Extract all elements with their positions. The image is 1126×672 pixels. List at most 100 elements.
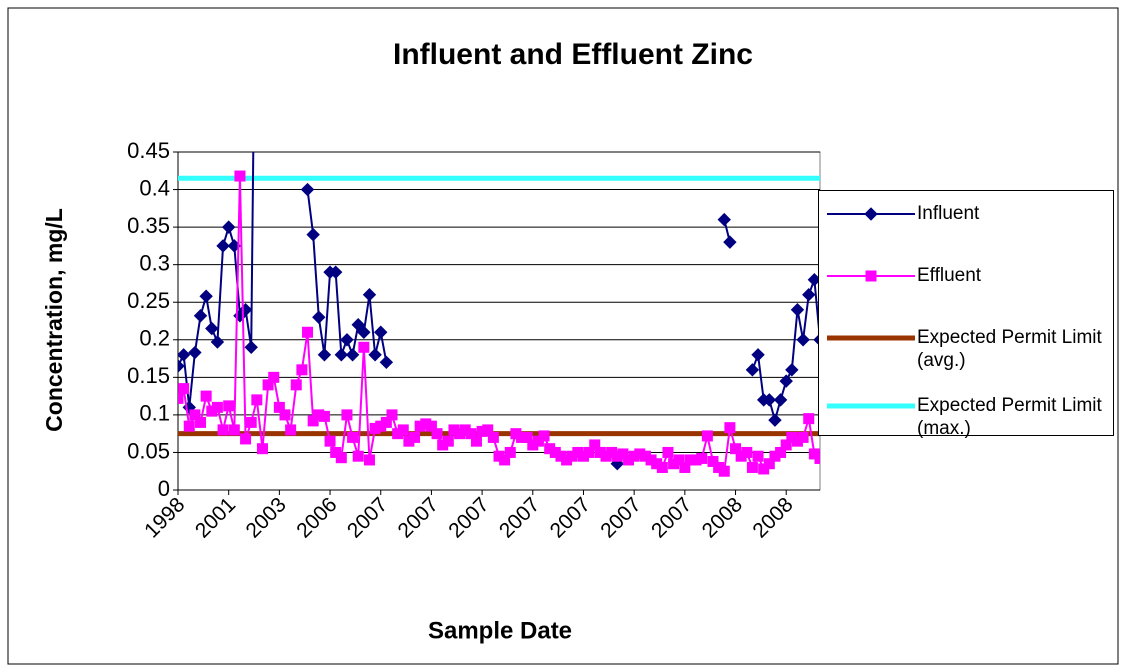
data-point bbox=[773, 393, 788, 407]
data-point bbox=[425, 420, 437, 432]
data-point bbox=[741, 446, 753, 458]
data-point bbox=[300, 182, 315, 197]
chart-title: Influent and Effluent Zinc bbox=[393, 38, 753, 71]
data-point bbox=[183, 420, 195, 432]
data-point bbox=[796, 333, 810, 347]
data-point bbox=[358, 341, 370, 353]
data-point bbox=[340, 333, 354, 347]
data-point bbox=[701, 430, 713, 442]
data-point bbox=[656, 461, 668, 473]
data-point bbox=[386, 409, 398, 421]
y-axis-title: Concentration, mg/L bbox=[41, 208, 67, 432]
x-axis-title: Sample Date bbox=[428, 617, 572, 644]
y-tick-label: 0.15 bbox=[127, 363, 170, 388]
data-point bbox=[583, 446, 595, 458]
data-point bbox=[724, 422, 736, 434]
data-point bbox=[779, 374, 793, 388]
legend-entry: Expected Permit Limit (avg.) bbox=[819, 323, 1115, 383]
data-point bbox=[374, 325, 388, 339]
data-point bbox=[442, 435, 454, 447]
y-tick-label: 0.05 bbox=[127, 438, 170, 463]
data-point bbox=[193, 309, 208, 323]
data-point bbox=[334, 348, 349, 362]
data-point bbox=[465, 428, 477, 440]
data-point bbox=[679, 461, 691, 473]
data-point bbox=[379, 355, 394, 370]
y-tick-label: 0.25 bbox=[127, 288, 170, 313]
data-point bbox=[273, 401, 285, 413]
plot-area bbox=[177, 151, 821, 491]
y-tick-label: 0.45 bbox=[127, 138, 170, 163]
data-point bbox=[341, 409, 353, 421]
data-point bbox=[746, 461, 758, 473]
data-point bbox=[318, 410, 330, 422]
data-point bbox=[240, 433, 252, 445]
data-point bbox=[328, 265, 343, 279]
data-point bbox=[290, 379, 302, 391]
data-point bbox=[482, 424, 494, 436]
legend-symbol bbox=[827, 207, 915, 221]
data-point bbox=[751, 348, 765, 362]
data-point bbox=[589, 439, 601, 451]
data-point bbox=[210, 335, 225, 349]
data-point bbox=[217, 424, 229, 436]
data-point bbox=[335, 452, 347, 464]
data-point bbox=[696, 452, 708, 464]
data-point bbox=[538, 430, 550, 442]
data-point bbox=[178, 392, 184, 404]
legend-label: Effluent bbox=[917, 265, 982, 286]
data-point bbox=[188, 345, 202, 360]
data-point bbox=[752, 450, 764, 462]
data-point bbox=[268, 371, 280, 383]
plot-series bbox=[178, 152, 820, 477]
data-point bbox=[244, 340, 258, 354]
data-point bbox=[368, 348, 382, 362]
legend-entry: Effluent bbox=[819, 261, 1115, 321]
data-point bbox=[189, 409, 201, 421]
data-point bbox=[199, 289, 213, 303]
data-point bbox=[296, 364, 308, 376]
data-point bbox=[306, 227, 320, 242]
data-point bbox=[723, 235, 737, 249]
data-point bbox=[279, 409, 291, 421]
y-tick-label: 0.1 bbox=[139, 401, 170, 426]
data-point bbox=[431, 428, 443, 440]
data-point bbox=[802, 288, 816, 302]
data-point bbox=[803, 413, 815, 425]
y-tick-label: 0.4 bbox=[139, 175, 170, 200]
data-point bbox=[221, 220, 236, 234]
data-point bbox=[178, 383, 190, 395]
data-point bbox=[780, 439, 792, 451]
data-point bbox=[351, 318, 365, 332]
data-point bbox=[762, 393, 777, 407]
data-point bbox=[768, 413, 782, 427]
y-tick-label: 0.2 bbox=[139, 326, 170, 351]
data-point bbox=[234, 170, 246, 182]
data-point bbox=[200, 390, 212, 402]
data-point bbox=[785, 363, 799, 377]
data-point bbox=[211, 401, 223, 413]
data-point bbox=[617, 448, 629, 460]
data-point bbox=[262, 379, 274, 391]
data-point bbox=[205, 321, 219, 336]
data-point bbox=[797, 431, 809, 443]
data-point bbox=[487, 431, 499, 443]
data-point bbox=[324, 435, 336, 447]
data-point bbox=[814, 452, 820, 464]
y-tick-label: 0 bbox=[158, 476, 170, 501]
data-point bbox=[673, 454, 685, 466]
y-tick-label: 0.35 bbox=[127, 213, 170, 238]
legend-label: Expected Permit Limit (avg.) bbox=[917, 327, 1102, 371]
data-point bbox=[285, 424, 297, 436]
data-point bbox=[195, 416, 207, 428]
legend-symbol bbox=[827, 270, 915, 282]
data-point bbox=[352, 450, 364, 462]
data-point bbox=[251, 394, 263, 406]
data-point bbox=[470, 435, 482, 447]
legend-symbol bbox=[827, 403, 915, 409]
data-point bbox=[345, 348, 360, 362]
y-tick-label: 0.3 bbox=[139, 250, 170, 275]
data-point bbox=[662, 446, 674, 458]
legend-entry: Expected Permit Limit (max.) bbox=[819, 391, 1115, 451]
data-point bbox=[718, 465, 730, 477]
